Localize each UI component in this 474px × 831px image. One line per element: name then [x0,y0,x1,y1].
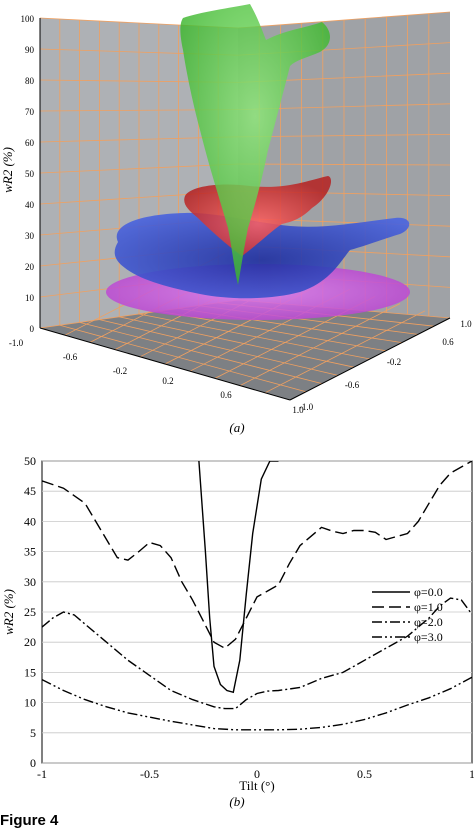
y-tick-label: 50 [24,454,36,468]
panel-b-gridlines [42,460,472,764]
z-tick-label: 100 [21,14,35,24]
panel-a-zlabel: wR2 (%) [0,147,15,193]
panel-b-line-chart: 0 5 10 15 20 25 30 35 40 45 50 -1 -0.5 0 0.5 1 φ=0.0φ=1… [1,454,474,809]
z-tick-label: 40 [25,200,35,210]
y-tick-label: 25 [24,605,36,619]
figure-label: Figure 4 [0,812,59,829]
surface-green [180,4,330,285]
series-line-2 [42,597,472,710]
panel-a-3d-plot: 0 10 20 30 40 50 60 70 80 90 100 -1.0 -0.6 -0.2 0.2 0.6… [0,4,472,435]
y-tick-label: 0.6 [442,337,454,347]
x-tick-label: -0.2 [113,366,127,376]
surface-blue [114,212,410,299]
floor-grid-line [138,313,371,360]
x-tick-label: 0.2 [162,376,173,386]
series-line-1 [42,461,472,650]
z-tick-label: 90 [25,45,35,55]
x-tick-label: 1.0 [292,405,304,415]
y-tick-label: 40 [24,514,36,528]
y-tick-label: -1.0 [299,402,314,412]
x-tick-label: -1 [37,767,47,781]
floor-grid-line [99,319,339,376]
y-tick-label: 10 [24,696,36,710]
y-tick-label: 45 [24,484,36,498]
y-tick-label: -0.6 [345,380,360,390]
panel-b-ylabel: wR2 (%) [1,589,16,635]
floor-grid-line [239,303,401,386]
y-tick-label: 30 [24,575,36,589]
legend-label: φ=2.0 [414,615,443,629]
x-tick-label: 0.5 [357,767,372,781]
legend: φ=0.0φ=1.0φ=2.0φ=3.0 [372,585,443,644]
series-line-3 [42,676,472,731]
z-tick-label: 80 [25,76,35,86]
y-tick-label: -0.2 [387,357,401,367]
panel-b-ticks: 0 5 10 15 20 25 30 35 40 45 50 -1 -0.5 0 0.5 1 [24,454,474,781]
y-axis-line [289,317,451,401]
y-tick-label: 15 [24,665,36,679]
panel-b-series [42,461,472,731]
legend-label: φ=0.0 [414,585,443,599]
z-tick-label: 70 [25,107,35,117]
y-tick-label: 35 [24,545,36,559]
x-tick-label: 1 [469,767,474,781]
z-tick-label: 60 [25,138,35,148]
legend-label: φ=1.0 [414,600,443,614]
x-tick-label: 0.6 [220,390,232,400]
x-tick-label: -0.6 [63,352,78,362]
panel-a-ticks: 0 10 20 30 40 50 60 70 80 90 100 -1.0 -0.6 -0.2 0.2 0.6… [9,14,472,415]
x-axis-line [39,327,291,401]
panel-b-label: (b) [229,794,244,809]
x-tick-label: -0.5 [140,767,159,781]
y-tick-label: 5 [30,726,36,740]
z-tick-label: 50 [25,169,35,179]
z-tick-label: 0 [30,324,35,334]
x-tick-label: -1.0 [9,338,24,348]
z-tick-label: 20 [25,262,35,272]
floor-grid-line [59,324,307,393]
y-tick-label: 1.0 [460,319,472,329]
panel-a-label: (a) [229,420,244,435]
y-tick-label: 0 [30,756,36,770]
y-tick-label: 20 [24,635,36,649]
floor-grid-line [158,310,387,352]
x-tick-label: 0 [254,767,260,781]
series-line-0 [198,461,279,694]
floor-grid-line [119,316,355,368]
floor-grid-line [79,322,323,384]
floor-grid-line [264,310,426,394]
z-tick-label: 10 [25,293,35,303]
panel-b-xlabel: Tilt (°) [239,778,274,793]
z-tick-label: 30 [25,231,35,241]
legend-label: φ=3.0 [414,630,443,644]
